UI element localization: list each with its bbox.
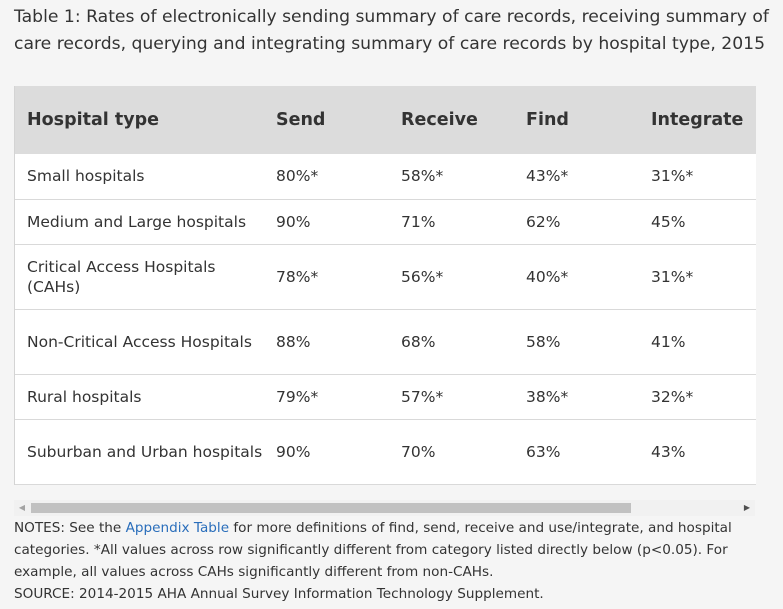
horizontal-scrollbar[interactable]: ◀ ▶: [14, 500, 755, 516]
cell-find: 58%: [526, 332, 561, 351]
cell-find: 43%*: [526, 167, 569, 186]
cell-integrate: 43%: [651, 442, 686, 461]
cell-find: 62%: [526, 212, 561, 231]
cell-receive: 56%*: [401, 267, 444, 286]
table-row: Critical Access Hospitals (CAHs) 78%* 56…: [15, 244, 756, 309]
notes-body: for more definitions of find, send, rece…: [14, 520, 732, 580]
cell-find: 38%*: [526, 387, 569, 406]
appendix-table-link[interactable]: Appendix Table: [125, 520, 230, 536]
cell-hospital-type: Medium and Large hospitals: [27, 212, 247, 231]
cell-hospital-type: Critical Access Hospitals (CAHs): [27, 257, 216, 296]
cell-receive: 71%: [401, 212, 436, 231]
scrollbar-thumb[interactable]: [31, 503, 631, 513]
cell-send: 88%: [276, 332, 311, 351]
cell-send: 78%*: [276, 267, 319, 286]
cell-find: 63%: [526, 442, 561, 461]
cell-hospital-type: Small hospitals: [27, 167, 145, 186]
cell-hospital-type: Suburban and Urban hospitals: [27, 442, 263, 461]
header-integrate: Integrate: [651, 110, 744, 130]
scroll-left-arrow-icon[interactable]: ◀: [18, 503, 26, 512]
cell-hospital-type: Rural hospitals: [27, 387, 142, 406]
cell-hospital-type: Non-Critical Access Hospitals: [27, 332, 252, 351]
cell-send: 90%: [276, 212, 311, 231]
cell-receive: 58%*: [401, 167, 444, 186]
scroll-right-arrow-icon[interactable]: ▶: [743, 503, 751, 512]
table-scroll-container[interactable]: Hospital type Send Receive Find Integrat…: [14, 86, 756, 485]
notes-prefix: NOTES: See the: [14, 520, 126, 536]
cell-integrate: 31%*: [651, 267, 694, 286]
cell-receive: 57%*: [401, 387, 444, 406]
table-row: Rural hospitals 79%* 57%* 38%* 32%*: [15, 374, 756, 419]
table-row: Suburban and Urban hospitals 90% 70% 63%…: [15, 419, 756, 484]
cell-send: 80%*: [276, 167, 319, 186]
table-notes: NOTES: See the Appendix Table for more d…: [14, 517, 774, 605]
cell-receive: 68%: [401, 332, 436, 351]
table-header-row: Hospital type Send Receive Find Integrat…: [15, 86, 756, 154]
cell-receive: 70%: [401, 442, 436, 461]
header-hospital-type: Hospital type: [27, 110, 160, 130]
cell-integrate: 41%: [651, 332, 686, 351]
notes-source: SOURCE: 2014-2015 AHA Annual Survey Info…: [14, 586, 544, 602]
table-row: Small hospitals 80%* 58%* 43%* 31%*: [15, 154, 756, 199]
cell-integrate: 45%: [651, 212, 686, 231]
cell-integrate: 31%*: [651, 167, 694, 186]
header-find: Find: [526, 110, 569, 130]
header-receive: Receive: [401, 110, 478, 130]
table-row: Non-Critical Access Hospitals 88% 68% 58…: [15, 309, 756, 374]
cell-send: 79%*: [276, 387, 319, 406]
table-caption: Table 1: Rates of electronically sending…: [14, 7, 769, 54]
header-send: Send: [276, 110, 326, 130]
cell-send: 90%: [276, 442, 311, 461]
table-row: Medium and Large hospitals 90% 71% 62% 4…: [15, 199, 756, 244]
hospital-rates-table: Hospital type Send Receive Find Integrat…: [15, 86, 756, 485]
cell-find: 40%*: [526, 267, 569, 286]
cell-integrate: 32%*: [651, 387, 694, 406]
